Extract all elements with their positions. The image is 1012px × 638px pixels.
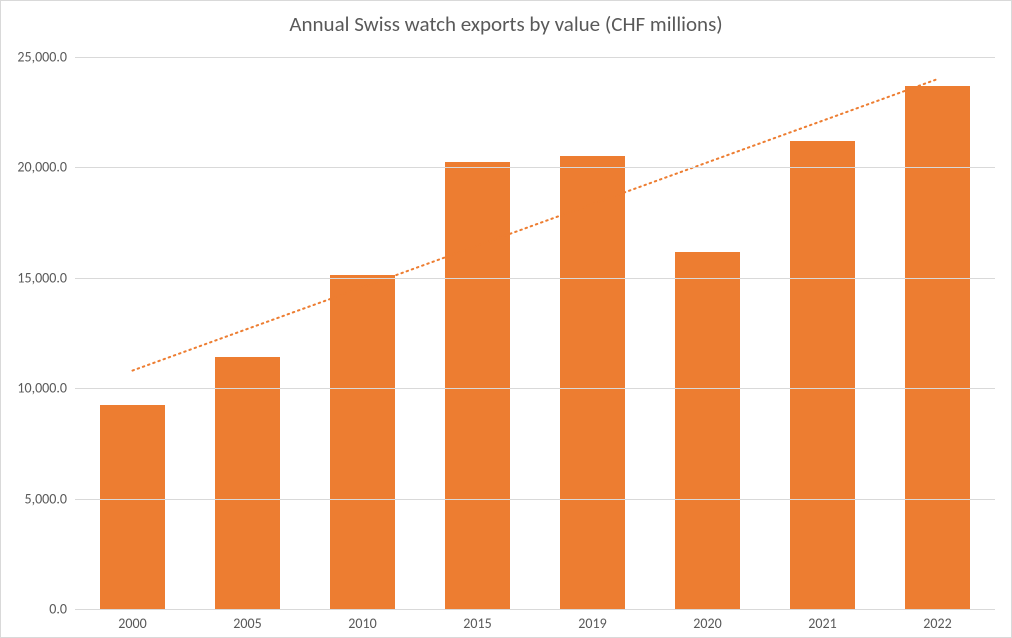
x-tick-label: 2000 xyxy=(118,609,146,632)
x-tick-label: 2020 xyxy=(693,609,721,632)
grid-line xyxy=(75,278,995,279)
y-tick-label: 20,000.0 xyxy=(17,159,75,176)
y-tick-label: 5,000.0 xyxy=(24,490,75,507)
bar xyxy=(790,141,856,609)
x-tick-label: 2021 xyxy=(808,609,836,632)
chart-title: Annual Swiss watch exports by value (CHF… xyxy=(1,1,1011,37)
bar xyxy=(445,162,511,609)
bar-chart: Annual Swiss watch exports by value (CHF… xyxy=(0,0,1012,638)
x-tick-label: 2015 xyxy=(463,609,491,632)
bars-layer xyxy=(75,57,995,609)
grid-line xyxy=(75,167,995,168)
grid-line xyxy=(75,57,995,58)
plot-area: 0.05,000.010,000.015,000.020,000.025,000… xyxy=(75,57,995,609)
bar xyxy=(905,86,971,609)
grid-line xyxy=(75,609,995,610)
grid-line xyxy=(75,388,995,389)
bar xyxy=(675,252,741,609)
grid-line xyxy=(75,499,995,500)
y-tick-label: 10,000.0 xyxy=(17,380,75,397)
x-tick-label: 2005 xyxy=(233,609,261,632)
x-tick-label: 2019 xyxy=(578,609,606,632)
bar xyxy=(330,275,396,610)
x-tick-label: 2010 xyxy=(348,609,376,632)
x-tick-label: 2022 xyxy=(923,609,951,632)
y-tick-label: 25,000.0 xyxy=(17,49,75,66)
bar xyxy=(215,357,281,609)
y-tick-label: 0.0 xyxy=(49,601,75,618)
bar xyxy=(100,405,166,609)
bar xyxy=(560,156,626,609)
y-tick-label: 15,000.0 xyxy=(17,269,75,286)
